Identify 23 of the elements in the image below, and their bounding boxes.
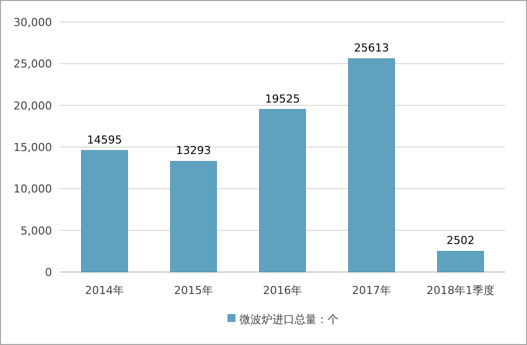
y-tick-label: 20,000	[14, 99, 52, 112]
y-tick-label: 15,000	[14, 141, 52, 154]
y-tick-label: 25,000	[14, 58, 52, 71]
y-tick-label: 5,000	[20, 224, 52, 238]
data-label: 14595	[87, 133, 122, 146]
bar	[170, 160, 217, 272]
x-tick-label: 2016年	[263, 284, 302, 297]
y-tick-label: 10,000	[14, 182, 52, 196]
x-tick-label: 2018年1季度	[426, 284, 494, 297]
data-label: 13293	[176, 144, 211, 158]
legend-label: 微波炉进口总量：个	[240, 313, 338, 326]
bar	[259, 109, 306, 272]
y-tick-label: 30,000	[14, 16, 52, 29]
bar	[81, 150, 128, 272]
x-tick-label: 2015年	[174, 284, 213, 297]
data-label: 2502	[446, 234, 474, 248]
bar	[437, 250, 484, 272]
x-tick-label: 2014年	[85, 284, 124, 297]
data-label: 19525	[265, 92, 300, 106]
data-label: 25613	[354, 42, 389, 55]
x-tick-label: 2017年	[352, 284, 391, 297]
y-tick-label: 0	[45, 266, 52, 279]
bar	[348, 58, 395, 272]
